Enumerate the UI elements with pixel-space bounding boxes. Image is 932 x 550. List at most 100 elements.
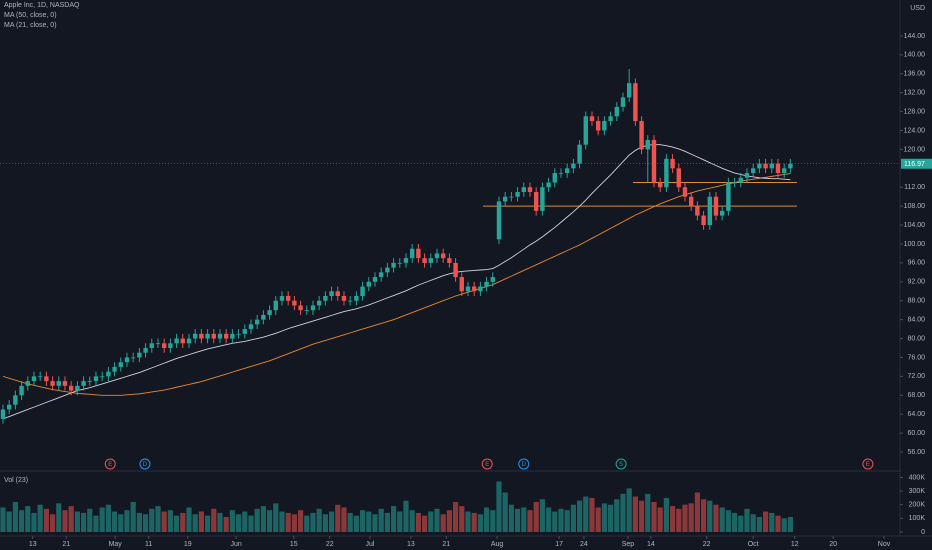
candle-body xyxy=(744,173,750,178)
volume-bar xyxy=(762,511,769,532)
candle-body xyxy=(242,329,247,334)
volume-bar xyxy=(645,493,651,532)
volume-bar xyxy=(533,502,539,532)
candle-body xyxy=(707,196,712,226)
candle-body xyxy=(279,295,285,301)
candle-body xyxy=(44,376,49,382)
candle-body xyxy=(254,319,260,325)
candle-body xyxy=(155,343,161,345)
candle-body xyxy=(13,395,18,405)
candle-body xyxy=(161,343,167,349)
volume-tick-label: 0 xyxy=(921,529,925,536)
volume-bar xyxy=(595,507,601,532)
volume-bar xyxy=(31,512,37,532)
candle-body xyxy=(781,168,787,174)
volume-bar xyxy=(626,488,632,532)
candle-body xyxy=(533,191,539,211)
candle-body xyxy=(509,196,514,198)
candle-body xyxy=(112,366,117,372)
candle-body xyxy=(99,376,105,378)
candle-body xyxy=(546,182,551,188)
volume-bar xyxy=(279,511,285,532)
candle-body xyxy=(199,333,204,339)
candle-body xyxy=(62,381,68,386)
volume-bar xyxy=(775,515,781,532)
volume-bar xyxy=(335,504,341,532)
candle-body xyxy=(211,333,216,339)
candle-body xyxy=(137,352,142,358)
candle-body xyxy=(719,210,725,216)
y-tick-label: 100.00 xyxy=(904,241,926,248)
volume-bar xyxy=(80,512,87,532)
candle-body xyxy=(527,187,533,192)
volume-bar xyxy=(328,511,335,532)
candle-body xyxy=(19,385,24,396)
event-label: S xyxy=(619,462,623,468)
candle-body xyxy=(614,106,619,117)
volume-bar xyxy=(707,500,713,532)
candle-body xyxy=(447,258,452,263)
volume-bar xyxy=(74,511,80,532)
last-price-label: 116.97 xyxy=(904,161,925,168)
candle-body xyxy=(757,163,762,169)
event-marker xyxy=(481,458,493,470)
volume-bar xyxy=(502,492,508,532)
y-tick-label: 104.00 xyxy=(904,222,926,229)
volume-bar xyxy=(316,508,322,532)
volume-bar xyxy=(341,507,347,532)
candle-body xyxy=(366,281,371,287)
y-tick-label: 136.00 xyxy=(904,71,926,78)
volume-bar xyxy=(477,514,483,532)
candle-body xyxy=(583,116,588,145)
candle-body xyxy=(118,362,123,367)
candle-body xyxy=(571,163,576,169)
volume-bar xyxy=(359,510,366,532)
candle-body xyxy=(335,291,340,296)
candle-body xyxy=(502,196,508,202)
volume-bar xyxy=(105,504,111,532)
candle-body xyxy=(558,173,564,174)
candle-body xyxy=(174,338,179,344)
volume-bar xyxy=(483,507,490,532)
candle-body xyxy=(347,300,353,302)
volume-bar xyxy=(99,507,105,532)
y-tick-label: 56.00 xyxy=(907,449,925,456)
last-price-tag xyxy=(901,158,932,169)
volume-bar xyxy=(496,481,502,532)
y-tick-label: 92.00 xyxy=(907,279,925,286)
candle-body xyxy=(521,187,526,192)
volume-bar xyxy=(124,510,130,532)
volume-legend: Vol (23) xyxy=(4,477,28,484)
volume-bar xyxy=(384,512,390,532)
volume-bar xyxy=(552,511,558,532)
candle-body xyxy=(81,381,86,386)
volume-bar xyxy=(198,511,204,532)
candle-body xyxy=(428,258,433,263)
event-marker xyxy=(862,458,874,470)
candle-body xyxy=(763,163,768,169)
volume-bar xyxy=(731,512,738,532)
volume-bar xyxy=(217,512,223,532)
volume-bar xyxy=(180,512,186,532)
candle-body xyxy=(261,314,266,320)
y-tick-label: 108.00 xyxy=(904,203,926,210)
volume-bar xyxy=(607,504,614,532)
volume-bar xyxy=(223,517,229,532)
candle-body xyxy=(657,182,663,188)
x-tick-label: Oct xyxy=(748,541,759,548)
candle-body xyxy=(106,371,111,377)
volume-bar xyxy=(440,514,446,532)
candle-body xyxy=(50,381,55,386)
volume-bar xyxy=(304,515,310,532)
candle-body xyxy=(130,357,136,359)
candle-body xyxy=(515,191,520,197)
candle-body xyxy=(416,248,421,259)
candle-body xyxy=(273,300,278,311)
volume-bar xyxy=(266,510,273,532)
volume-bar xyxy=(434,508,440,532)
y-tick-label: 132.00 xyxy=(904,90,926,97)
candle-body xyxy=(37,376,43,378)
volume-bar xyxy=(87,508,93,532)
volume-bar xyxy=(459,506,465,532)
candle-body xyxy=(775,163,781,174)
